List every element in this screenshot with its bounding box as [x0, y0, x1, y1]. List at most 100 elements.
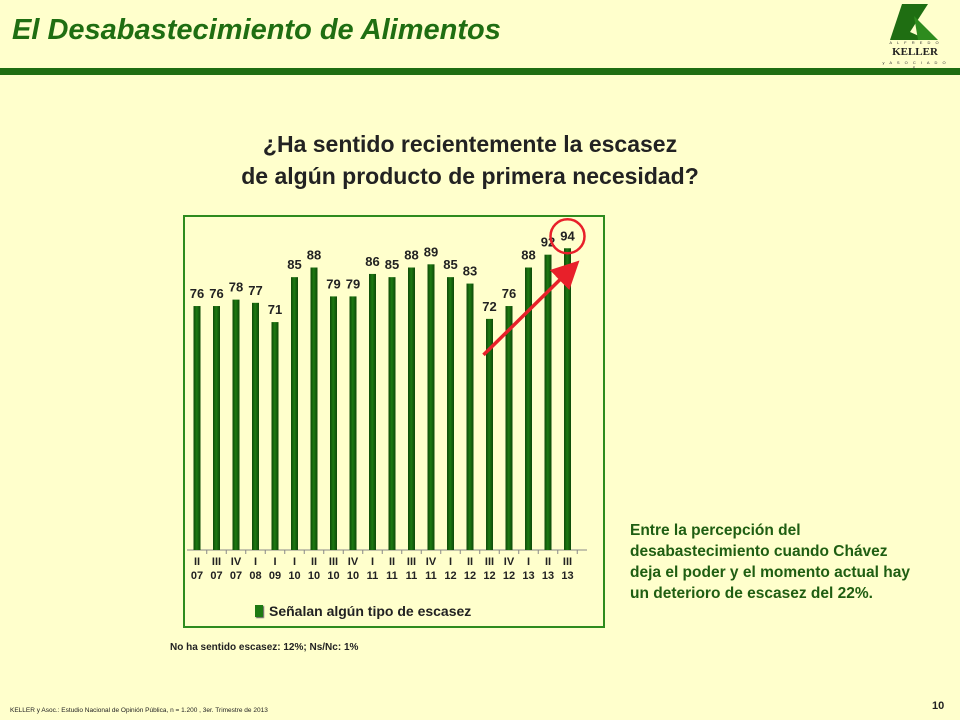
footnote: No ha sentido escasez: 12%; Ns/Nc: 1% [170, 642, 359, 653]
survey-question: ¿Ha sentido recientemente la escasez de … [150, 128, 790, 192]
tick-label-year-7: 10 [327, 570, 339, 582]
data-label-8: 79 [346, 276, 360, 291]
tick-label-year-9: 11 [367, 570, 379, 582]
tick-label-year-6: 10 [308, 570, 320, 582]
bar-11 [408, 267, 415, 550]
side-note: Entre la percepción del desabastecimient… [630, 522, 910, 602]
logo-bottom-text: y A S O C I A D O S [882, 60, 948, 70]
legend-label: Señalan algún tipo de escasez [269, 603, 472, 619]
data-label-11: 88 [404, 248, 418, 263]
bar-13 [447, 277, 454, 550]
tick-label-year-0: 07 [191, 570, 203, 582]
tick-label-year-16: 12 [503, 570, 515, 582]
data-label-2: 78 [229, 280, 243, 295]
tick-label-quarter-18: II [545, 556, 551, 568]
tick-label-quarter-8: IV [348, 556, 359, 568]
title-divider [0, 68, 960, 75]
data-label-9: 86 [365, 254, 379, 269]
bar-9 [369, 273, 376, 550]
tick-label-quarter-0: II [194, 556, 200, 568]
bar-7 [330, 296, 337, 550]
logo-mark-icon [890, 4, 938, 40]
tick-label-quarter-5: I [293, 556, 296, 568]
page-title: El Desabastecimiento de Alimentos [12, 14, 501, 46]
scarcity-bar-chart: 76II0776III0778IV0777I0871I0985I1088II10… [187, 218, 587, 582]
data-label-19: 94 [560, 228, 575, 243]
data-label-12: 89 [424, 244, 438, 259]
bar-8 [349, 296, 357, 550]
tick-label-quarter-3: I [254, 556, 257, 568]
bar-12 [427, 264, 435, 550]
data-label-3: 77 [248, 283, 262, 298]
keller-logo: A L F R E D O KELLER y A S O C I A D O S [880, 2, 950, 70]
tick-label-year-10: 11 [386, 570, 398, 582]
tick-label-year-18: 13 [542, 570, 554, 582]
tick-label-quarter-13: I [449, 556, 452, 568]
tick-label-year-8: 10 [347, 570, 359, 582]
data-label-7: 79 [326, 276, 340, 291]
bar-3 [252, 302, 259, 550]
source-note: KELLER y Asoc.: Estudio Nacional de Opin… [10, 707, 268, 714]
tick-label-year-1: 07 [210, 570, 222, 582]
bar-1 [213, 306, 220, 550]
page-number: 10 [932, 700, 945, 712]
tick-label-quarter-14: II [467, 556, 473, 568]
data-label-18: 92 [541, 235, 555, 250]
bar-18 [544, 254, 552, 550]
bar-15 [486, 318, 493, 550]
bar-6 [310, 267, 318, 550]
tick-label-quarter-19: III [563, 556, 572, 568]
question-line-2: de algún producto de primera necesidad? [241, 163, 699, 189]
bar-4 [271, 322, 279, 550]
tick-label-year-4: 09 [269, 570, 281, 582]
tick-label-quarter-17: I [527, 556, 530, 568]
data-label-17: 88 [521, 248, 535, 263]
tick-label-year-17: 13 [522, 570, 534, 582]
data-label-16: 76 [502, 286, 516, 301]
tick-label-quarter-9: I [371, 556, 374, 568]
tick-label-year-3: 08 [249, 570, 261, 582]
bar-10 [388, 277, 396, 550]
tick-label-quarter-4: I [273, 556, 276, 568]
data-label-10: 85 [385, 257, 399, 272]
tick-label-year-11: 11 [406, 570, 418, 582]
tick-label-year-15: 12 [483, 570, 495, 582]
tick-label-year-13: 12 [444, 570, 456, 582]
data-label-4: 71 [268, 302, 282, 317]
logo-top-text: A L F R E D O [889, 40, 941, 45]
highlight-circle [549, 218, 586, 255]
legend-swatch [255, 605, 263, 617]
tick-label-quarter-6: II [311, 556, 317, 568]
bar-17 [525, 267, 532, 550]
data-label-13: 85 [443, 257, 457, 272]
tick-label-quarter-12: IV [426, 556, 437, 568]
bar-16 [505, 306, 513, 550]
bar-0 [193, 306, 201, 550]
data-label-1: 76 [209, 286, 223, 301]
trend-arrow [482, 260, 580, 357]
chart-legend: Señalan algún tipo de escasez [255, 603, 471, 619]
data-label-0: 76 [190, 286, 204, 301]
tick-label-year-12: 11 [425, 570, 437, 582]
data-label-14: 83 [463, 264, 477, 279]
data-label-15: 72 [482, 299, 496, 314]
tick-label-year-19: 13 [561, 570, 573, 582]
tick-label-quarter-11: III [407, 556, 416, 568]
tick-label-quarter-2: IV [231, 556, 242, 568]
tick-label-year-14: 12 [464, 570, 476, 582]
tick-label-quarter-10: II [389, 556, 395, 568]
bar-14 [466, 283, 474, 550]
tick-label-year-5: 10 [288, 570, 300, 582]
tick-label-quarter-1: III [212, 556, 221, 568]
tick-label-year-2: 07 [230, 570, 242, 582]
bar-2 [232, 299, 240, 550]
tick-label-quarter-7: III [329, 556, 338, 568]
tick-label-quarter-15: III [485, 556, 494, 568]
bar-5 [291, 277, 298, 550]
chart-frame [183, 215, 605, 628]
tick-label-quarter-16: IV [504, 556, 515, 568]
data-label-6: 88 [307, 248, 321, 263]
logo-name: KELLER [892, 46, 938, 58]
question-line-1: ¿Ha sentido recientemente la escasez [262, 131, 678, 157]
bar-19 [564, 248, 571, 550]
